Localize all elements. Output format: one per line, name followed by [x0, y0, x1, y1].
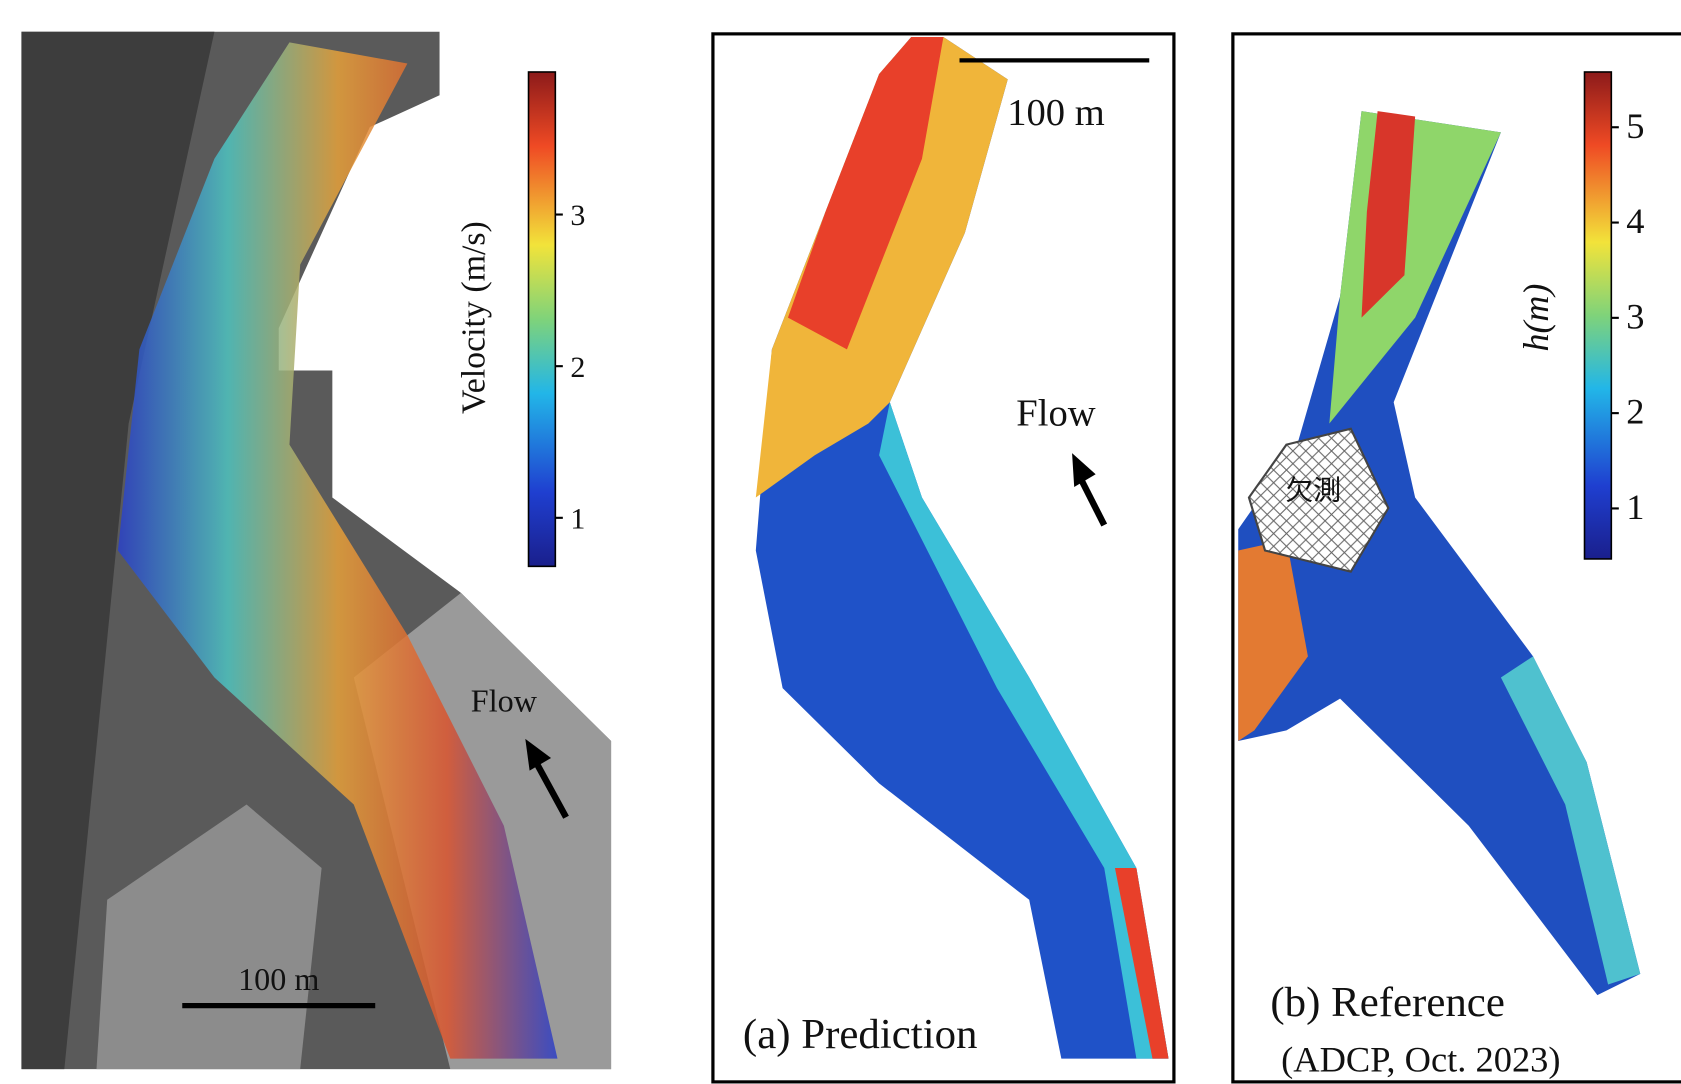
flow-arrowhead [525, 738, 552, 771]
prediction-edge [1114, 868, 1169, 1059]
colorbar-tick-label: 2 [570, 351, 585, 384]
colorbar-tick-label: 3 [570, 199, 585, 232]
flow-arrowhead [1072, 453, 1096, 487]
colorbar-tick-label: 2 [1626, 392, 1644, 432]
colorbar-tick-label: 1 [570, 503, 585, 536]
aerial-dark [21, 31, 215, 1070]
prediction-shallow [755, 37, 1008, 498]
colorbar-tick-label: 3 [1626, 297, 1644, 337]
caption: (a) Prediction [743, 1011, 978, 1058]
caption: (b) Reference [1270, 979, 1504, 1026]
flow-arrow [533, 760, 569, 819]
velocity-panel: 100 m Flow 1 2 3 Velocity (m/s) [21, 31, 612, 1070]
colorbar-tick-label: 4 [1626, 201, 1644, 241]
scale-bar-label: 100 m [1007, 92, 1105, 134]
missing-label: 欠測 [1285, 474, 1341, 507]
flow-label: Flow [1016, 393, 1096, 435]
colorbar-gradient [527, 71, 557, 568]
velocity-field [117, 42, 558, 1059]
colorbar-gradient [1583, 71, 1613, 560]
reference-deep [1238, 539, 1308, 742]
prediction-shallow [787, 37, 944, 350]
colorbar-label: Velocity (m/s) [455, 221, 492, 414]
missing-data [1247, 427, 1390, 573]
caption-sub: (ADCP, Oct. 2023) [1281, 1039, 1560, 1079]
colorbar: 1 2 3 4 5 [1583, 71, 1645, 560]
colorbar-label: h(m) [1516, 284, 1556, 352]
flow-arrow [1077, 477, 1108, 527]
prediction-edge [879, 402, 1169, 1059]
colorbar: 1 2 3 [527, 71, 585, 568]
reference-deep [1361, 111, 1416, 318]
scale-bar-label: 100 m [238, 962, 319, 997]
reference-edge [1500, 656, 1641, 985]
flow-label: Flow [471, 684, 537, 719]
prediction-panel: 100 m Flow (a) Prediction [711, 32, 1176, 1084]
colorbar-tick-label: 5 [1626, 106, 1644, 146]
colorbar-tick-label: 1 [1626, 487, 1644, 527]
reference-panel: 欠測 1 2 3 4 5 h(m) (b) Reference (ADCP, Oct. … [1231, 32, 1681, 1084]
